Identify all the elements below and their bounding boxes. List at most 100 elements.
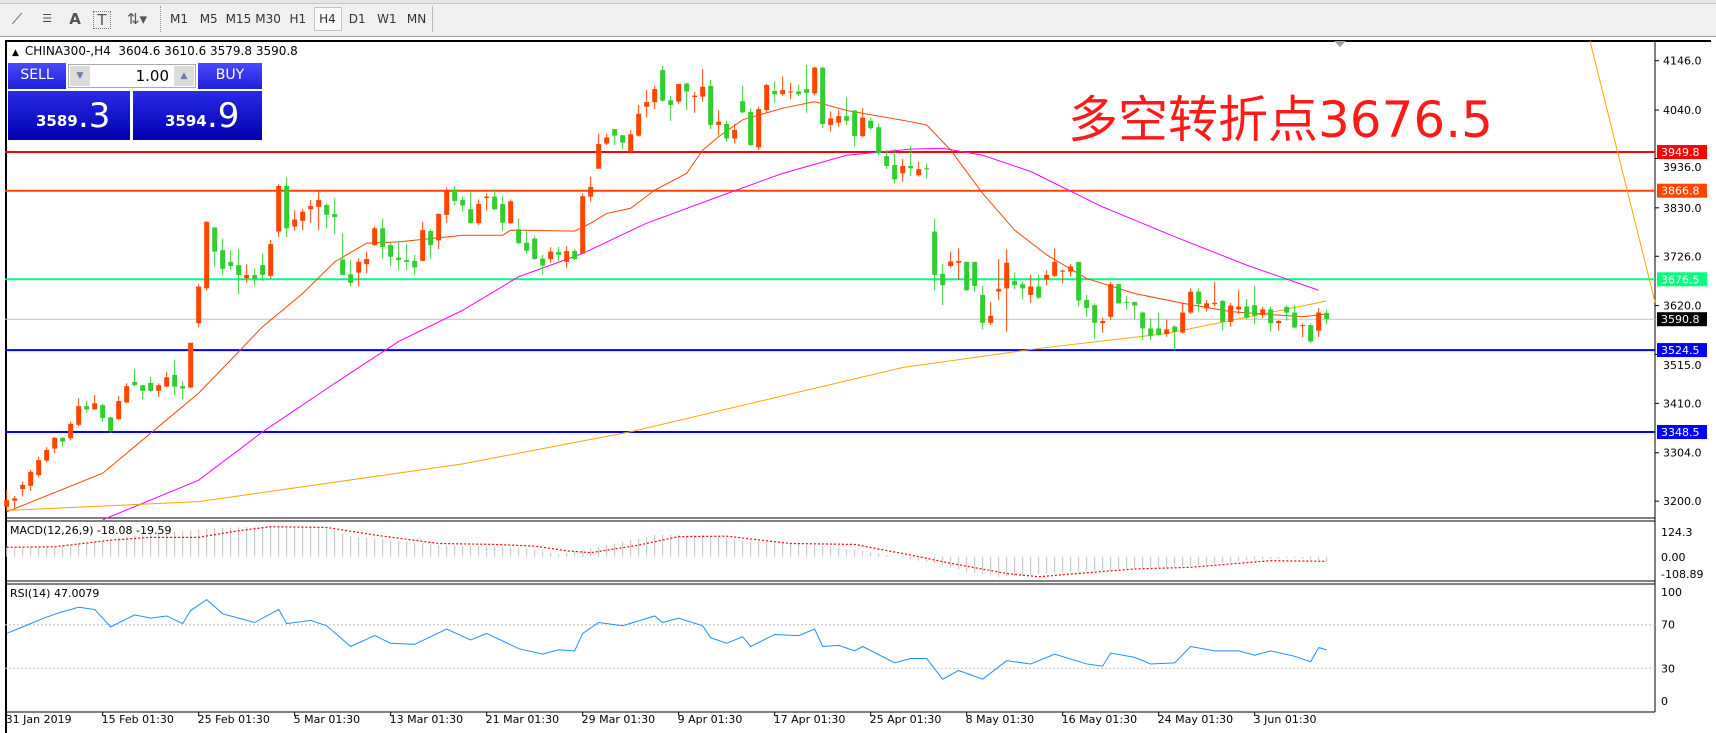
candle-body [556, 252, 562, 255]
price-tick-label: 4040.0 [1663, 104, 1702, 117]
candle-body [1084, 300, 1090, 308]
candle-body [820, 67, 826, 125]
candle-body [76, 406, 82, 425]
buy-price-fraction: .9 [207, 96, 240, 136]
timeframe-h4[interactable]: H4 [313, 7, 342, 31]
candle-body [788, 91, 794, 93]
candle-body [116, 401, 122, 420]
buy-price-main: 3594 [165, 112, 207, 130]
candle-body [1020, 284, 1026, 289]
candle-body [252, 274, 258, 280]
candle-body [356, 261, 362, 273]
candle-body [468, 209, 474, 224]
candle-body [1108, 284, 1114, 317]
candle-body [1004, 262, 1010, 289]
candle-body [60, 437, 66, 442]
candle-body [100, 405, 106, 418]
timeframe-h1[interactable]: H1 [289, 12, 307, 26]
candle-body [260, 265, 266, 275]
candle-body [1196, 291, 1202, 305]
timeframe-m30[interactable]: M30 [255, 12, 281, 26]
candle-body [156, 385, 162, 391]
candle-body [500, 204, 506, 223]
timeframe-m5[interactable]: M5 [199, 12, 218, 26]
candle-body [1100, 320, 1106, 324]
candle-body [340, 259, 346, 275]
candle-body [324, 205, 330, 215]
candle-body [676, 83, 682, 102]
candle-body [996, 288, 1002, 292]
candle-body [380, 228, 386, 247]
candle-body [476, 204, 482, 224]
arrows-icon[interactable]: ⇅▾ [126, 10, 148, 28]
candle-body [748, 111, 754, 145]
lot-size-field[interactable]: ▼ 1.00 ▲ [68, 64, 196, 88]
candle-body [236, 265, 242, 275]
candle-body [172, 374, 178, 387]
candle-body [868, 120, 874, 129]
candle-body [428, 231, 434, 246]
buy-price[interactable]: 3594 .9 [133, 91, 262, 140]
level-price-tag [1657, 272, 1707, 287]
rsi-tick-label: 70 [1661, 619, 1675, 632]
candle-body [1228, 305, 1234, 322]
turning-point-annotation[interactable]: 多空转折点3676.5 [1068, 91, 1493, 149]
candle-body [28, 471, 34, 486]
candle-body [412, 260, 418, 268]
candle-body [972, 261, 978, 287]
candle-body [756, 109, 762, 148]
candle-body [660, 70, 666, 101]
candle-body [700, 86, 706, 97]
candle-body [1036, 286, 1042, 298]
candle-body [292, 219, 298, 227]
lot-value[interactable]: 1.00 [135, 67, 169, 85]
collapse-triangle-icon[interactable]: ▲ [12, 48, 19, 58]
chart-window[interactable] [5, 40, 1711, 733]
candle-body [484, 196, 490, 199]
candle-body [716, 121, 722, 125]
candle-body [572, 251, 578, 260]
timeframe-m15[interactable]: M15 [225, 12, 252, 26]
timeframe-m1[interactable]: M1 [170, 12, 188, 26]
timeframe-w1[interactable]: W1 [377, 12, 397, 26]
candle-body [588, 186, 594, 197]
price-tick-label: 3830.0 [1663, 202, 1702, 215]
price-tick-label: 3620.0 [1663, 300, 1702, 313]
candle-body [1028, 286, 1034, 295]
level-price-label: 3866.8 [1661, 185, 1700, 198]
candle-body [836, 116, 842, 123]
level-price-tag [1657, 312, 1707, 327]
timeframe-mn[interactable]: MN [406, 12, 427, 26]
candle-body [1252, 305, 1258, 316]
candle-body [732, 130, 738, 139]
candle-body [1156, 328, 1162, 335]
buy-button[interactable]: BUY [198, 63, 262, 89]
trendline[interactable] [1589, 40, 1656, 303]
candle-body [1276, 320, 1282, 324]
candle-body [804, 89, 810, 93]
sell-button[interactable]: SELL [8, 63, 66, 89]
sell-price[interactable]: 3589 .3 [8, 91, 130, 140]
lot-decrease-icon[interactable]: ▼ [70, 66, 90, 86]
candle-body [900, 165, 906, 174]
fibonacci-icon[interactable]: ☰ [42, 12, 52, 25]
candle-body [852, 110, 858, 137]
candle-body [532, 238, 538, 260]
level-price-tag [1657, 145, 1707, 160]
text-icon[interactable]: A [69, 10, 81, 28]
candle-body [1284, 307, 1290, 313]
indicators-icon[interactable]: ⟋ [11, 10, 23, 28]
moving-average-line-2 [102, 147, 1319, 521]
candle-body [604, 137, 610, 144]
candle-body [652, 89, 658, 103]
lot-increase-icon[interactable]: ▲ [174, 66, 194, 86]
level-price-tag [1657, 183, 1707, 198]
candle-body [1068, 266, 1074, 272]
timeframe-d1[interactable]: D1 [348, 12, 366, 26]
candle-body [132, 381, 138, 386]
price-tick-label: 4146.0 [1663, 55, 1702, 68]
chart-shift-marker-icon[interactable] [1334, 41, 1346, 47]
candle-body [492, 196, 498, 210]
text-label-icon[interactable]: T [93, 11, 111, 29]
